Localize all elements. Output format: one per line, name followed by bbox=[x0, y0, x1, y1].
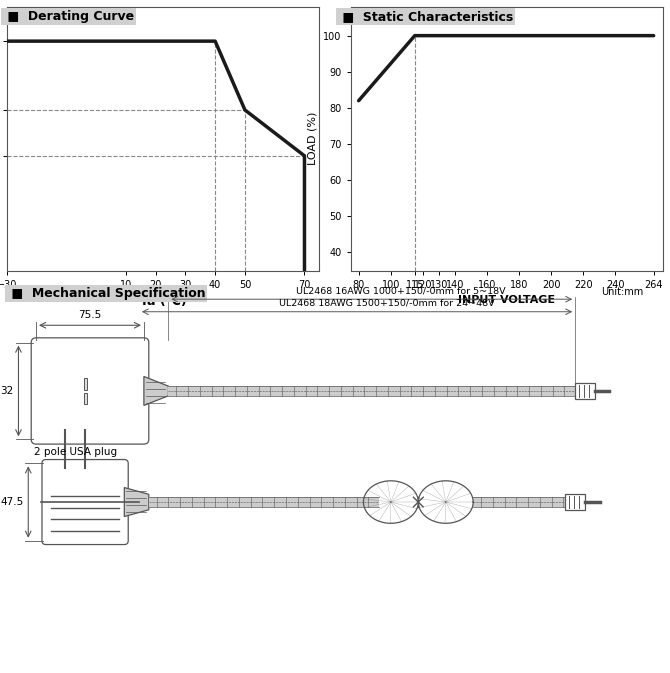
Text: ■  Derating Curve: ■ Derating Curve bbox=[3, 10, 135, 23]
Text: UL2468 18AWG 1500+150/-0mm for 24~48V: UL2468 18AWG 1500+150/-0mm for 24~48V bbox=[279, 299, 494, 308]
FancyBboxPatch shape bbox=[42, 460, 128, 544]
X-axis label: Ta (℃): Ta (℃) bbox=[139, 295, 186, 308]
Text: 32: 32 bbox=[0, 386, 13, 396]
Text: ■  Static Characteristics: ■ Static Characteristics bbox=[338, 10, 514, 23]
Text: 2 pole USA plug: 2 pole USA plug bbox=[34, 447, 117, 457]
Polygon shape bbox=[125, 487, 149, 517]
Bar bbox=[565, 495, 585, 509]
Bar bbox=[168, 386, 575, 396]
Bar bbox=[84, 378, 87, 390]
FancyBboxPatch shape bbox=[31, 338, 149, 444]
X-axis label: INPUT VOLTAGE: INPUT VOLTAGE bbox=[458, 295, 555, 305]
Text: ■  Mechanical Specification: ■ Mechanical Specification bbox=[7, 287, 205, 299]
Bar bbox=[149, 497, 379, 507]
Bar bbox=[84, 393, 87, 404]
Y-axis label: LOAD (%): LOAD (%) bbox=[308, 112, 318, 166]
Text: 75.5: 75.5 bbox=[78, 310, 102, 320]
Text: 47.5: 47.5 bbox=[0, 497, 23, 507]
Bar bbox=[473, 497, 565, 507]
Bar bbox=[575, 383, 595, 398]
Polygon shape bbox=[144, 376, 168, 405]
Text: Unit:mm: Unit:mm bbox=[602, 287, 644, 297]
Text: UL2468 16AWG 1000+150/-0mm for 5~18V: UL2468 16AWG 1000+150/-0mm for 5~18V bbox=[296, 286, 506, 295]
